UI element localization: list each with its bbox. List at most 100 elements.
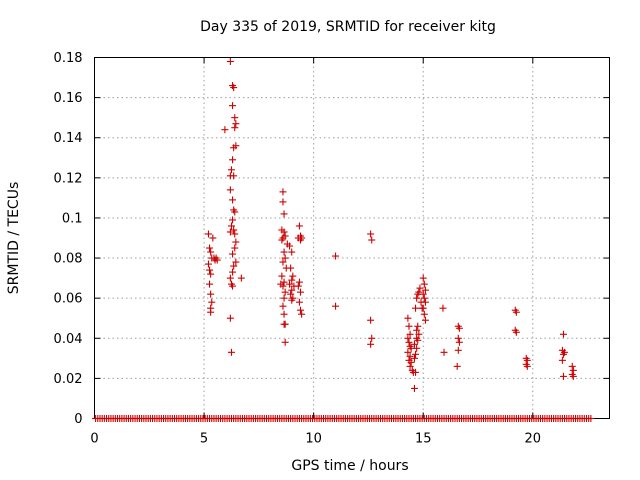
data-point bbox=[405, 322, 413, 330]
chart-title: Day 335 of 2019, SRMTID for receiver kit… bbox=[200, 19, 496, 35]
data-point bbox=[232, 238, 240, 246]
data-point bbox=[227, 166, 235, 174]
data-point bbox=[559, 350, 567, 358]
data-point bbox=[281, 254, 289, 262]
data-point bbox=[229, 282, 237, 290]
data-point bbox=[407, 358, 415, 366]
data-point bbox=[414, 322, 422, 330]
data-point bbox=[204, 230, 212, 238]
data-point bbox=[232, 120, 240, 128]
data-point bbox=[280, 210, 288, 218]
data-point bbox=[413, 326, 421, 334]
data-point bbox=[410, 340, 418, 348]
data-point bbox=[229, 268, 237, 276]
data-point bbox=[226, 58, 234, 66]
data-point bbox=[229, 102, 237, 110]
data-point bbox=[237, 274, 245, 282]
data-point bbox=[332, 252, 340, 260]
data-point bbox=[368, 334, 376, 342]
data-point bbox=[298, 310, 306, 318]
data-point bbox=[229, 216, 237, 224]
data-point bbox=[412, 304, 420, 312]
data-point bbox=[208, 298, 216, 306]
data-point bbox=[279, 188, 287, 196]
data-point bbox=[281, 338, 289, 346]
data-point bbox=[227, 348, 235, 356]
data-point bbox=[297, 306, 304, 314]
data-point bbox=[559, 372, 567, 380]
data-point bbox=[280, 320, 288, 328]
data-point bbox=[413, 344, 421, 352]
y-axis-label: SRMTID / TECUs bbox=[6, 182, 22, 295]
data-point bbox=[367, 340, 375, 348]
data-point bbox=[420, 294, 428, 302]
data-point bbox=[420, 280, 428, 288]
data-point bbox=[288, 286, 296, 294]
data-point bbox=[419, 274, 427, 282]
data-point bbox=[410, 354, 418, 362]
data-point bbox=[226, 274, 234, 282]
data-point bbox=[295, 222, 303, 230]
data-point bbox=[226, 186, 234, 194]
data-point bbox=[229, 250, 237, 258]
data-point bbox=[404, 334, 412, 342]
data-point bbox=[419, 304, 427, 312]
data-point bbox=[454, 346, 462, 354]
data-point bbox=[229, 156, 237, 164]
data-point bbox=[294, 282, 302, 290]
y-tick-label: 0.18 bbox=[54, 51, 83, 66]
data-point bbox=[295, 278, 303, 286]
x-tick-label: 10 bbox=[305, 432, 322, 447]
data-point bbox=[406, 352, 414, 360]
data-point bbox=[512, 308, 520, 316]
x-tick-label: 15 bbox=[415, 432, 432, 447]
data-point bbox=[280, 294, 288, 302]
data-point bbox=[280, 248, 288, 256]
data-point bbox=[410, 384, 418, 392]
data-point bbox=[406, 330, 414, 338]
x-axis-label: GPS time / hours bbox=[291, 458, 408, 474]
data-point bbox=[413, 334, 421, 342]
data-point bbox=[421, 316, 429, 324]
data-point bbox=[559, 330, 567, 338]
data-point bbox=[453, 362, 461, 370]
data-point bbox=[279, 282, 287, 290]
data-point bbox=[231, 244, 239, 252]
data-point bbox=[287, 264, 295, 272]
x-tick-label: 0 bbox=[90, 432, 98, 447]
plot-frame bbox=[94, 57, 610, 419]
data-point bbox=[404, 314, 412, 322]
data-point bbox=[230, 172, 238, 180]
data-point bbox=[404, 348, 412, 356]
data-point bbox=[288, 296, 296, 304]
data-point bbox=[206, 266, 214, 274]
data-point bbox=[226, 314, 234, 322]
data-point bbox=[439, 304, 447, 312]
data-point bbox=[288, 276, 296, 284]
data-point bbox=[209, 234, 217, 242]
data-point bbox=[512, 328, 520, 336]
data-points bbox=[92, 58, 595, 422]
data-point bbox=[286, 242, 294, 250]
y-tick-label: 0.14 bbox=[54, 131, 83, 146]
data-point bbox=[286, 280, 294, 288]
data-point bbox=[207, 270, 215, 278]
data-point bbox=[421, 298, 429, 306]
data-point bbox=[207, 248, 215, 256]
baseline-point bbox=[587, 415, 595, 422]
x-tick-label: 20 bbox=[525, 432, 542, 447]
y-tick-label: 0.16 bbox=[54, 91, 83, 106]
data-point bbox=[367, 230, 375, 238]
data-point bbox=[415, 330, 423, 338]
data-point bbox=[230, 84, 238, 92]
data-point bbox=[295, 298, 303, 306]
grid bbox=[94, 57, 610, 419]
data-point bbox=[421, 286, 429, 294]
data-point bbox=[523, 356, 531, 364]
data-point bbox=[332, 302, 340, 310]
data-point bbox=[207, 290, 215, 298]
data-point bbox=[569, 372, 577, 380]
data-point bbox=[221, 126, 229, 134]
data-point bbox=[406, 362, 414, 370]
